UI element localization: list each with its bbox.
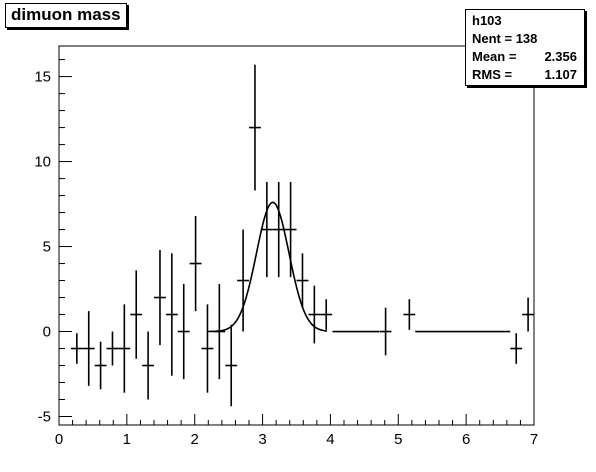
data-point [225,324,238,407]
data-point [70,333,83,364]
stats-mean-label: Mean = [472,49,517,64]
y-tick-label: -5 [38,409,51,426]
data-point [130,270,143,359]
data-point [249,64,261,191]
data-point [379,307,392,356]
x-tick-label: 4 [326,431,334,448]
x-tick-label: 6 [462,431,470,448]
data-point [272,181,285,278]
stats-box: h103 Nent = 138 Mean = 2.356 RMS = 1.107 [465,9,585,86]
data-point [260,181,273,278]
x-tick-label: 7 [530,431,538,448]
plot-frame [58,45,535,426]
data-point [522,297,535,332]
data-point [177,283,190,380]
chart-title: dimuon mass [5,3,127,28]
data-point [165,253,178,376]
stats-rms-value: 1.107 [544,67,577,82]
stats-mean-value: 2.356 [544,49,577,64]
y-tick-label: 10 [34,154,51,171]
data-point [94,341,107,390]
data-point [106,331,119,366]
data-point [82,311,95,386]
y-tick-label: 0 [43,324,51,341]
data-point [118,304,131,393]
data-point [296,253,309,308]
data-point [403,299,416,330]
stats-nent-label: Nent = 138 [472,31,538,46]
data-point [237,229,250,332]
data-point [201,304,214,393]
data-point [142,331,155,400]
data-point [510,333,523,364]
data-point [154,249,166,346]
data-point [320,299,333,330]
data-point [308,285,321,344]
data-point [189,215,202,312]
x-tick-label: 3 [258,431,266,448]
y-tick-label: 5 [43,239,51,256]
stats-name: h103 [472,13,502,28]
x-tick-label: 2 [191,431,199,448]
x-tick-label: 0 [55,431,63,448]
x-tick-label: 1 [123,431,131,448]
fit-curve [208,201,328,333]
x-tick-label: 5 [394,431,402,448]
stats-rms-label: RMS = [472,67,513,82]
y-tick-label: 15 [34,69,51,86]
